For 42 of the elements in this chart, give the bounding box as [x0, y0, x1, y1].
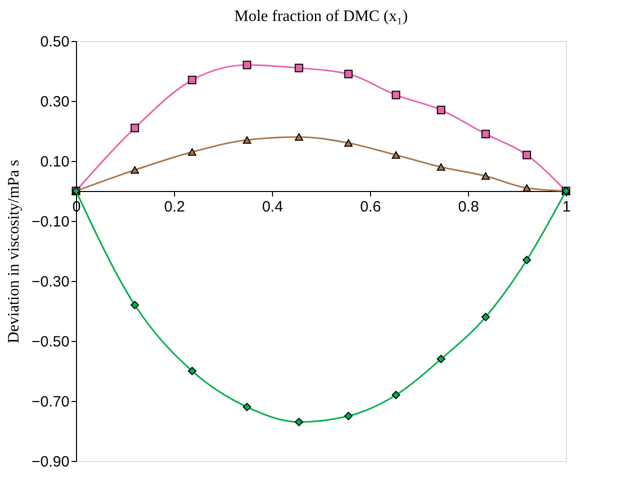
point: [130, 300, 140, 310]
x-tick-label: 0.8: [458, 198, 479, 216]
point: [344, 412, 353, 420]
point: [242, 402, 252, 412]
point: [436, 106, 446, 114]
point: [130, 166, 140, 174]
point: [188, 148, 196, 156]
point: [436, 354, 446, 364]
point: [392, 151, 400, 159]
y-axis-title: Deviation in viscosity/mPa s: [6, 160, 23, 344]
point: [294, 64, 304, 72]
y-tick-label: 0.30: [40, 94, 70, 110]
y-tick-label: 0.50: [40, 34, 70, 50]
x-axis-title: Mole fraction of DMC (x₁): [234, 8, 408, 25]
point: [188, 366, 196, 376]
point: [242, 60, 252, 70]
point: [188, 76, 196, 84]
x-tick-label: 1: [562, 198, 571, 216]
point: [130, 124, 140, 132]
point: [481, 172, 490, 180]
y-tick-label: −0.50: [32, 334, 70, 350]
x-tick-label: 0.2: [164, 198, 185, 216]
x-tick-label: 0.4: [262, 198, 283, 216]
point: [294, 133, 304, 141]
point: [392, 90, 400, 100]
point: [344, 139, 353, 147]
point: [392, 390, 400, 400]
y-tick-label: −0.70: [32, 394, 70, 410]
point: [522, 184, 532, 192]
point: [344, 70, 353, 78]
y-tick-label: 0.10: [40, 154, 70, 170]
point: [481, 312, 490, 322]
point: [522, 256, 532, 264]
point: [294, 418, 304, 426]
point: [522, 150, 532, 160]
x-tick-label: 0.6: [360, 198, 381, 216]
point: [436, 163, 446, 171]
y-tick-label: −0.90: [32, 454, 70, 470]
y-tick-label: −0.10: [32, 214, 70, 230]
y-tick-label: −0.30: [32, 274, 70, 290]
point: [242, 136, 252, 144]
point: [481, 130, 490, 138]
